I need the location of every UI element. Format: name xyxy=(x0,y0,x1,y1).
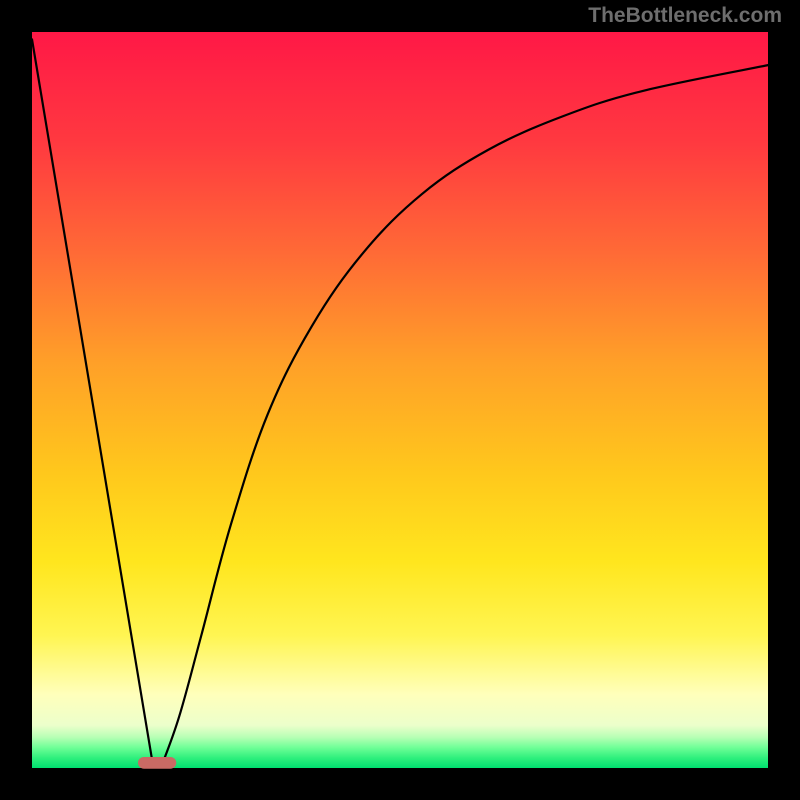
optimal-marker xyxy=(138,757,176,769)
plot-background xyxy=(32,32,768,768)
chart-container: TheBottleneck.com xyxy=(0,0,800,800)
watermark-text: TheBottleneck.com xyxy=(588,4,782,28)
bottleneck-chart xyxy=(0,0,800,800)
